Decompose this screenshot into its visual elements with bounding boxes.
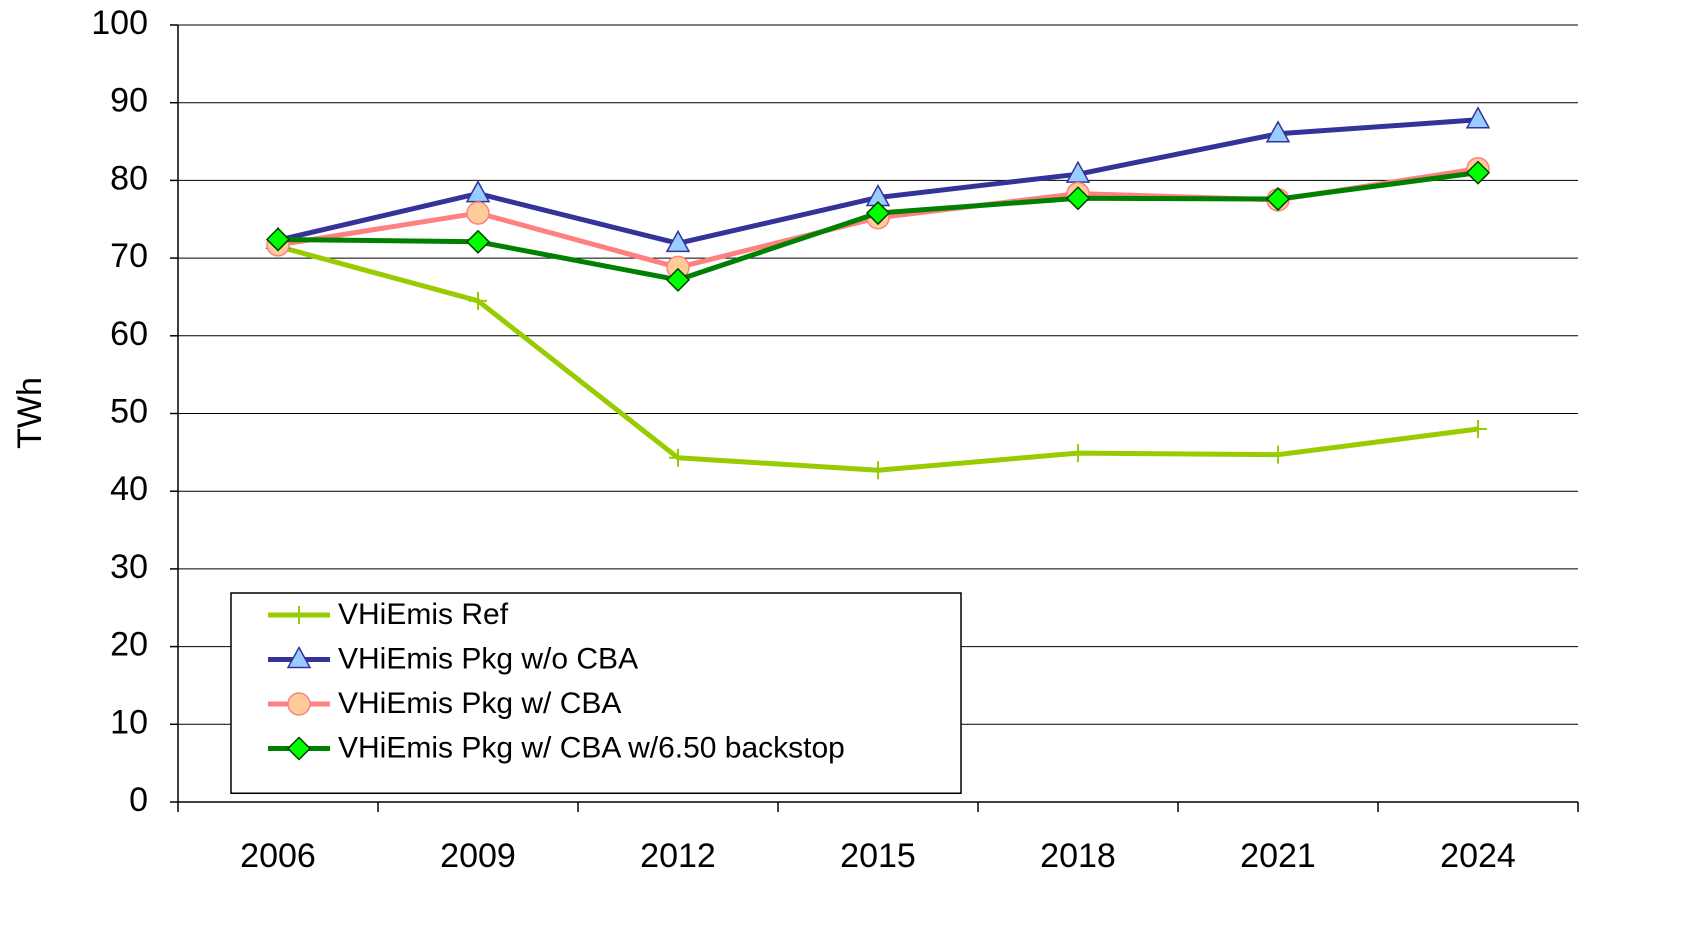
legend-marker — [290, 606, 308, 624]
x-tick-label: 2006 — [240, 837, 316, 875]
legend-label: VHiEmis Pkg w/o CBA — [338, 642, 638, 675]
marker — [469, 291, 487, 310]
y-tick-label: 60 — [110, 315, 148, 353]
x-tick-label: 2024 — [1440, 837, 1516, 875]
y-tick-label: 20 — [110, 626, 148, 664]
marker — [465, 180, 491, 203]
legend-marker — [286, 645, 312, 669]
legend-label: VHiEmis Pkg w/ CBA — [338, 687, 621, 720]
x-tick-label: 2018 — [1040, 837, 1116, 875]
marker — [1469, 420, 1487, 439]
y-tick-label: 0 — [129, 781, 148, 819]
marker — [1069, 444, 1087, 463]
x-tick-label: 2009 — [440, 837, 516, 875]
y-tick-label: 10 — [110, 703, 148, 741]
x-tick-label: 2012 — [640, 837, 716, 875]
series-line — [277, 244, 1479, 473]
y-axis-label: TWh — [11, 377, 49, 449]
y-tick-label: 50 — [110, 392, 148, 430]
marker — [465, 229, 491, 254]
marker — [665, 267, 691, 292]
marker — [669, 448, 687, 467]
legend-label: VHiEmis Pkg w/ CBA w/6.50 backstop — [338, 731, 845, 764]
y-tick-label: 100 — [91, 4, 148, 42]
marker — [865, 200, 891, 226]
x-tick-label: 2015 — [840, 837, 916, 875]
marker — [869, 461, 887, 480]
legend-marker — [286, 736, 312, 761]
legend: VHiEmis Ref VHiEmis Pkg w/o CBA VHiEmis Pk… — [230, 592, 962, 794]
y-tick-label: 30 — [110, 548, 148, 586]
y-tick-label: 40 — [110, 470, 148, 508]
legend-marker — [287, 692, 311, 716]
marker — [466, 201, 490, 225]
legend-label: VHiEmis Ref — [338, 598, 509, 631]
marker — [1265, 120, 1291, 143]
marker — [665, 229, 691, 253]
marker — [1065, 186, 1091, 211]
legend-box — [230, 592, 962, 794]
marker — [1465, 106, 1491, 129]
y-tick-label: 70 — [110, 237, 148, 275]
marker — [1465, 160, 1491, 185]
y-tick-label: 80 — [110, 159, 148, 197]
marker — [1265, 186, 1291, 212]
marker — [1269, 445, 1287, 464]
marker — [265, 227, 291, 252]
x-tick-label: 2021 — [1240, 837, 1316, 875]
y-tick-label: 90 — [110, 82, 148, 120]
